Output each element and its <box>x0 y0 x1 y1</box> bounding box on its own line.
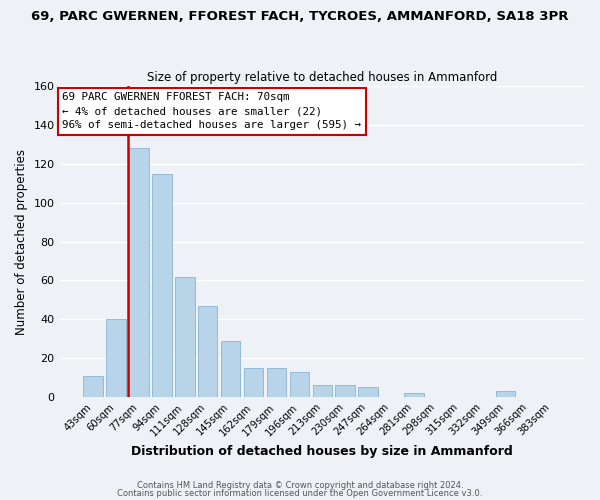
Bar <box>496 391 515 397</box>
Bar <box>83 376 103 397</box>
Text: Contains HM Land Registry data © Crown copyright and database right 2024.: Contains HM Land Registry data © Crown c… <box>137 481 463 490</box>
Bar <box>198 306 217 397</box>
Y-axis label: Number of detached properties: Number of detached properties <box>15 148 28 334</box>
Bar <box>244 368 263 397</box>
Text: Contains public sector information licensed under the Open Government Licence v3: Contains public sector information licen… <box>118 488 482 498</box>
Bar <box>404 393 424 397</box>
Bar <box>335 386 355 397</box>
Text: 69, PARC GWERNEN, FFOREST FACH, TYCROES, AMMANFORD, SA18 3PR: 69, PARC GWERNEN, FFOREST FACH, TYCROES,… <box>31 10 569 23</box>
Title: Size of property relative to detached houses in Ammanford: Size of property relative to detached ho… <box>147 70 497 84</box>
Bar <box>313 386 332 397</box>
Bar <box>106 320 126 397</box>
Bar <box>267 368 286 397</box>
Bar <box>221 340 241 397</box>
Bar <box>129 148 149 397</box>
Bar <box>358 388 378 397</box>
Bar <box>175 276 194 397</box>
Bar <box>152 174 172 397</box>
X-axis label: Distribution of detached houses by size in Ammanford: Distribution of detached houses by size … <box>131 444 513 458</box>
Text: 69 PARC GWERNEN FFOREST FACH: 70sqm
← 4% of detached houses are smaller (22)
96%: 69 PARC GWERNEN FFOREST FACH: 70sqm ← 4%… <box>62 92 361 130</box>
Bar <box>290 372 309 397</box>
